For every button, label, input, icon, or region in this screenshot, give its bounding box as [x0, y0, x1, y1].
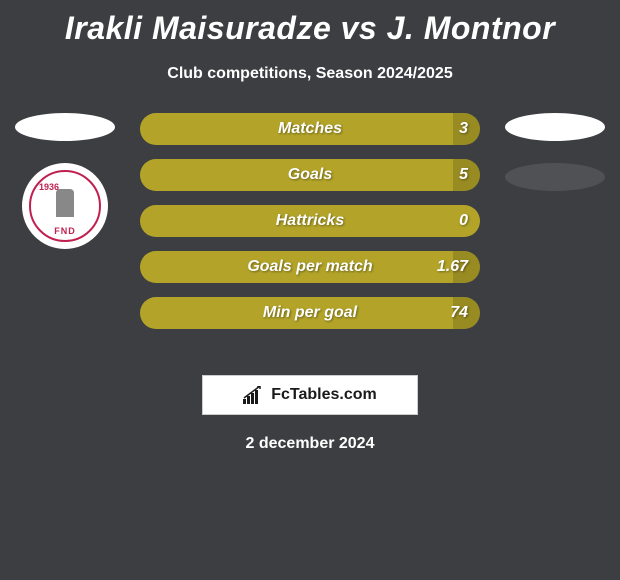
left-player-column: 1936 FND	[10, 113, 120, 249]
comparison-area: 1936 FND Matches3 Goals5 Hattricks0 Goals p…	[0, 113, 620, 363]
badge-text: FND	[54, 226, 76, 236]
left-player-avatar-placeholder	[15, 113, 115, 141]
stat-label: Hattricks	[140, 205, 480, 237]
club-badge-inner: 1936 FND	[29, 170, 101, 242]
stat-value-right: 74	[450, 297, 468, 329]
stat-row: Min per goal74	[140, 297, 480, 329]
stat-label: Matches	[140, 113, 480, 145]
stat-label: Goals per match	[140, 251, 480, 283]
stat-label: Goals	[140, 159, 480, 191]
stat-label: Min per goal	[140, 297, 480, 329]
stat-row: Hattricks0	[140, 205, 480, 237]
stat-row: Matches3	[140, 113, 480, 145]
left-club-badge: 1936 FND	[22, 163, 108, 249]
badge-figure-icon	[56, 189, 74, 217]
stat-value-right: 5	[459, 159, 468, 191]
right-club-badge-placeholder	[505, 163, 605, 191]
stat-value-right: 1.67	[437, 251, 468, 283]
fctables-logo-icon	[243, 386, 265, 404]
watermark-text: FcTables.com	[271, 386, 377, 404]
stat-value-right: 3	[459, 113, 468, 145]
comparison-subtitle: Club competitions, Season 2024/2025	[0, 65, 620, 83]
date-line: 2 december 2024	[0, 435, 620, 453]
right-player-column	[500, 113, 610, 191]
stat-bars: Matches3 Goals5 Hattricks0 Goals per match1…	[140, 113, 480, 343]
right-player-avatar-placeholder	[505, 113, 605, 141]
stat-value-right: 0	[459, 205, 468, 237]
stat-row: Goals per match1.67	[140, 251, 480, 283]
comparison-title: Irakli Maisuradze vs J. Montnor	[0, 0, 620, 47]
badge-year: 1936	[39, 182, 59, 192]
watermark: FcTables.com	[202, 375, 418, 415]
stat-row: Goals5	[140, 159, 480, 191]
